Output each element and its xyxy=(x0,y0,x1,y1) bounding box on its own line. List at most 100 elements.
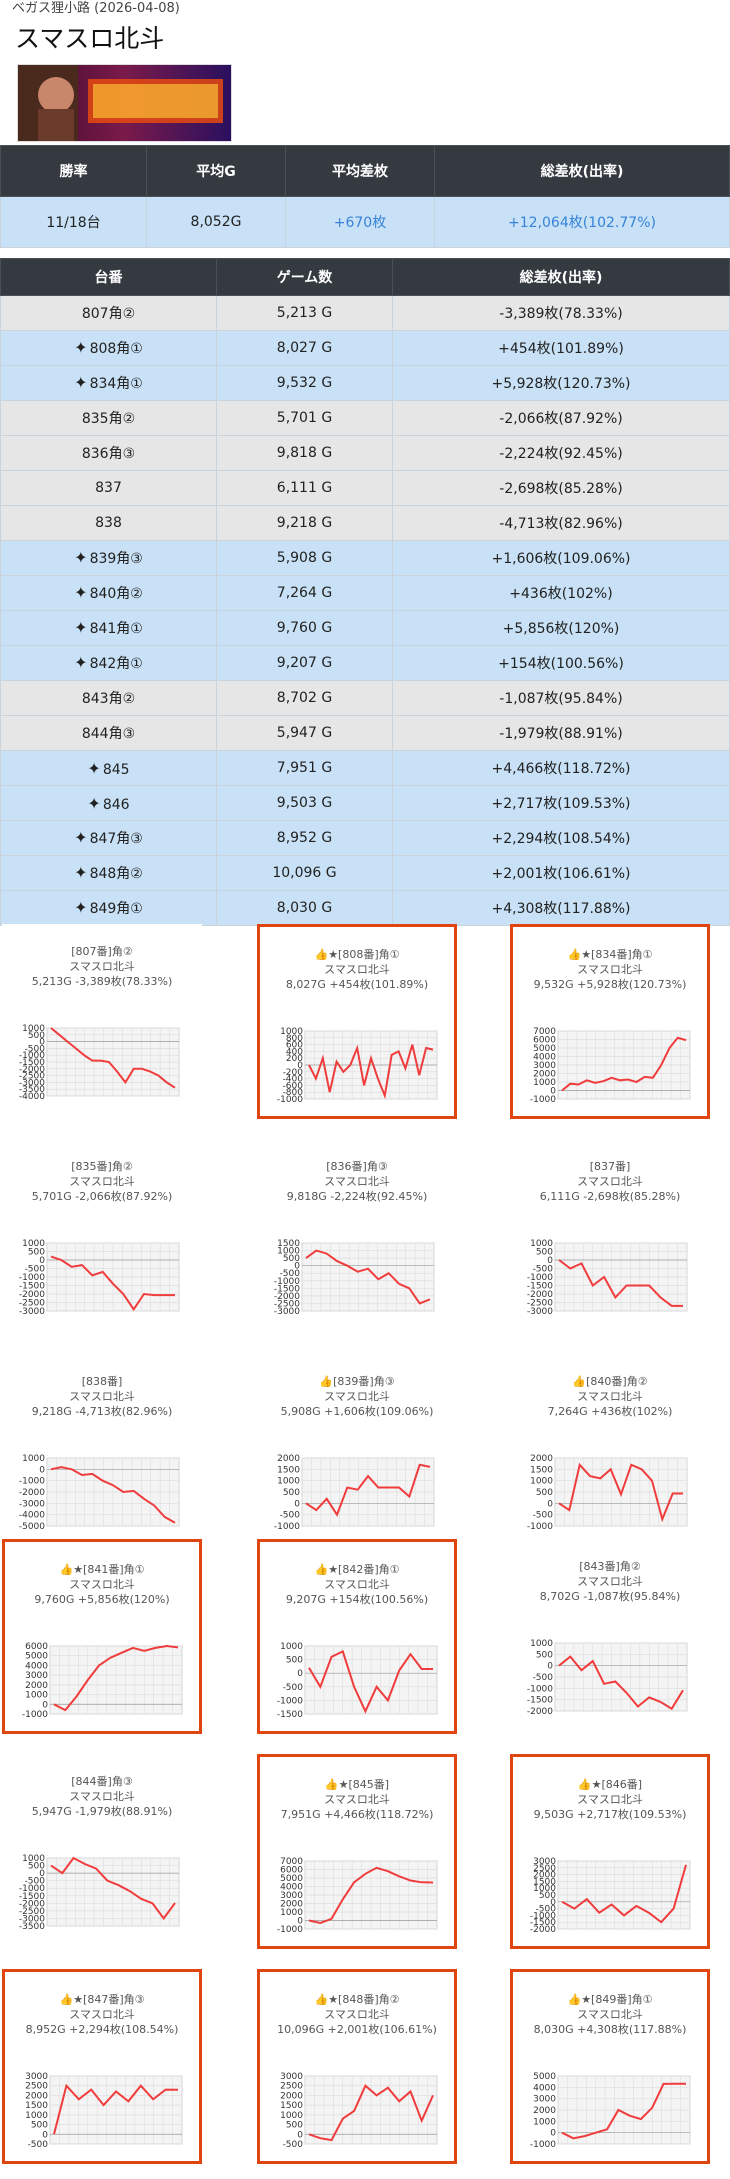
y-tick-label: -2500 xyxy=(274,1299,300,1309)
y-tick-label: 0 xyxy=(42,1700,48,1710)
y-tick-label: -1000 xyxy=(527,1684,553,1694)
y-tick-label: 0 xyxy=(547,1499,553,1509)
table-row[interactable]: ✦ 840角② 7,264 G +436枚(102%) xyxy=(0,575,730,611)
chart-panel[interactable]: 👍★[845番] スマスロ北斗 7,951G +4,466枚(118.72%) 700… xyxy=(257,1754,457,1949)
line-chart: 300025002000150010005000-500-1000-1500-2… xyxy=(530,1857,691,1935)
table-row[interactable]: ✦ 841角① 9,760 G +5,856枚(120%) xyxy=(0,610,730,646)
table-row[interactable]: 838 9,218 G -4,713枚(82.96%) xyxy=(0,505,730,541)
y-tick-label: -500 xyxy=(283,1683,304,1693)
chart-caption: スマスロ北斗 xyxy=(324,1175,390,1188)
data-line xyxy=(561,1864,687,1924)
machine-number: 842角① xyxy=(89,656,143,672)
y-tick-label: -1500 xyxy=(274,1284,300,1294)
y-tick-label: 1000 xyxy=(22,1854,45,1864)
y-tick-label: 500 xyxy=(536,1650,553,1660)
table-row[interactable]: ✦ 839角③ 5,908 G +1,606枚(109.06%) xyxy=(0,540,730,576)
data-line xyxy=(561,1036,687,1092)
table-row[interactable]: 835角② 5,701 G -2,066枚(87.92%) xyxy=(0,400,730,436)
chart-caption: [843番]角② xyxy=(579,1560,641,1573)
chart-caption: 👍[840番]角② xyxy=(572,1375,648,1388)
y-tick-label: 1000 xyxy=(280,1027,303,1037)
y-tick-label: -1000 xyxy=(19,1051,45,1061)
chart-caption: 10,096G +2,001枚(106.61%) xyxy=(277,2023,437,2036)
y-tick-label: -500 xyxy=(533,1265,554,1275)
table-row[interactable]: ✦ 849角① 8,030 G +4,308枚(117.88%) xyxy=(0,890,730,926)
y-tick-label: 0 xyxy=(550,1087,556,1097)
y-tick-label: -2000 xyxy=(530,1925,556,1935)
data-line xyxy=(561,2082,686,2140)
table-row[interactable]: ✦ 846 9,503 G +2,717枚(109.53%) xyxy=(0,785,730,821)
y-tick-label: -500 xyxy=(25,1265,46,1275)
chart-panel[interactable]: 👍[839番]角③ スマスロ北斗 5,908G +1,606枚(109.06%) 20… xyxy=(257,1354,457,1549)
y-tick-label: 2500 xyxy=(533,1864,556,1874)
machine-number: 847角③ xyxy=(89,831,143,847)
y-tick-label: 4000 xyxy=(25,1661,48,1671)
chart-panel[interactable]: 👍★[846番] スマスロ北斗 9,503G +2,717枚(109.53%) 300… xyxy=(510,1754,710,1949)
y-tick-label: 1000 xyxy=(22,1239,45,1249)
y-tick-label: -1000 xyxy=(530,1095,556,1105)
y-tick-label: 6000 xyxy=(25,1642,48,1652)
y-tick-label: 1000 xyxy=(280,1642,303,1652)
games-cell: 9,207 G xyxy=(216,645,393,681)
table-row[interactable]: ✦ 847角③ 8,952 G +2,294枚(108.54%) xyxy=(0,820,730,856)
chart-panel[interactable]: [836番]角③ スマスロ北斗 9,818G -2,224枚(92.45%) 1500… xyxy=(257,1139,457,1334)
y-tick-label: -4000 xyxy=(19,1092,45,1102)
chart-panel[interactable]: [837番] スマスロ北斗 6,111G -2,698枚(85.28%) 1000 50… xyxy=(510,1139,710,1334)
y-tick-label: -1000 xyxy=(527,1273,553,1283)
table-row[interactable]: 837 6,111 G -2,698枚(85.28%) xyxy=(0,470,730,506)
chart-panel[interactable]: 👍★[834番]角① スマスロ北斗 9,532G +5,928枚(120.73%) 7… xyxy=(510,924,710,1119)
chart-caption: 8,030G +4,308枚(117.88%) xyxy=(533,2023,687,2036)
y-tick-label: -5000 xyxy=(19,1522,45,1532)
machine-cell: ✦ 808角① xyxy=(0,330,217,366)
y-tick-label: -1500 xyxy=(277,1710,303,1720)
chart-panel[interactable]: 👍★[849番]角① スマスロ北斗 8,030G +4,308枚(117.88%) 5… xyxy=(510,1969,710,2164)
average-diff: +670枚 xyxy=(285,196,435,248)
machine-number: 837 xyxy=(95,480,122,496)
chart-panel[interactable]: [835番]角② スマスロ北斗 5,701G -2,066枚(87.92%) 1000… xyxy=(2,1139,202,1334)
games-cell: 9,818 G xyxy=(216,435,393,471)
table-row[interactable]: ✦ 848角② 10,096 G +2,001枚(106.61%) xyxy=(0,855,730,891)
chart-panel[interactable]: 👍★[808番]角① スマスロ北斗 8,027G +454枚(101.89%) 100… xyxy=(257,924,457,1119)
y-tick-label: -2000 xyxy=(19,1065,45,1075)
table-row[interactable]: 807角② 5,213 G -3,389枚(78.33%) xyxy=(0,295,730,331)
sparkle-icon: ✦ xyxy=(74,618,88,637)
y-tick-label: -2000 xyxy=(19,1290,45,1300)
chart-panel[interactable]: 👍★[841番]角① スマスロ北斗 9,760G +5,856枚(120%) 6000… xyxy=(2,1539,202,1734)
y-tick-label: -1000 xyxy=(277,1925,303,1935)
table-row[interactable]: ✦ 845 7,951 G +4,466枚(118.72%) xyxy=(0,750,730,786)
chart-panel[interactable]: 👍[840番]角② スマスロ北斗 7,264G +436枚(102%) 2000 150… xyxy=(510,1354,710,1549)
machine-number: 834角① xyxy=(89,376,143,392)
y-tick-label: 1000 xyxy=(533,1078,556,1088)
chart-panel[interactable]: [838番] スマスロ北斗 9,218G -4,713枚(82.96%) 1000 0 -… xyxy=(2,1354,202,1549)
y-tick-label: 5000 xyxy=(280,1874,303,1884)
y-tick-label: 1500 xyxy=(277,1239,300,1249)
table-row[interactable]: 836角③ 9,818 G -2,224枚(92.45%) xyxy=(0,435,730,471)
chart-caption: 9,207G +154枚(100.56%) xyxy=(285,1593,429,1606)
chart-panel[interactable]: 👍★[842番]角① スマスロ北斗 9,207G +154枚(100.56%) 100… xyxy=(257,1539,457,1734)
y-tick-label: -800 xyxy=(283,1088,304,1098)
table-row[interactable]: 843角② 8,702 G -1,087枚(95.84%) xyxy=(0,680,730,716)
detail-header: 台番 xyxy=(0,258,217,296)
chart-panel[interactable]: [844番]角③ スマスロ北斗 5,947G -1,979枚(88.91%) 1000… xyxy=(2,1754,202,1949)
table-row[interactable]: ✦ 834角① 9,532 G +5,928枚(120.73%) xyxy=(0,365,730,401)
chart-panel[interactable]: 👍★[847番]角③ スマスロ北斗 8,952G +2,294枚(108.54%) 3… xyxy=(2,1969,202,2164)
y-tick-label: -3500 xyxy=(19,1922,45,1932)
chart-panel[interactable]: 👍★[848番]角② スマスロ北斗 10,096G +2,001枚(106.61%)… xyxy=(257,1969,457,2164)
chart-caption: [835番]角② xyxy=(71,1160,133,1173)
machine-number: 840角② xyxy=(89,586,143,602)
y-tick-label: 0 xyxy=(297,1917,303,1927)
y-tick-label: -4000 xyxy=(19,1511,45,1521)
chart-caption: [837番] xyxy=(589,1160,631,1173)
table-row[interactable]: ✦ 808角① 8,027 G +454枚(101.89%) xyxy=(0,330,730,366)
table-row[interactable]: ✦ 842角① 9,207 G +154枚(100.56%) xyxy=(0,645,730,681)
chart-panel[interactable]: [843番]角② スマスロ北斗 8,702G -1,087枚(95.84%) 1000… xyxy=(510,1539,710,1734)
chart-panel[interactable]: [807番]角② スマスロ北斗 5,213G -3,389枚(78.33%) 1000… xyxy=(2,924,202,1119)
machine-number: 807角② xyxy=(81,306,136,322)
y-tick-label: 2000 xyxy=(25,2091,48,2101)
y-tick-label: 2000 xyxy=(25,1681,48,1691)
table-row[interactable]: 844角③ 5,947 G -1,979枚(88.91%) xyxy=(0,715,730,751)
